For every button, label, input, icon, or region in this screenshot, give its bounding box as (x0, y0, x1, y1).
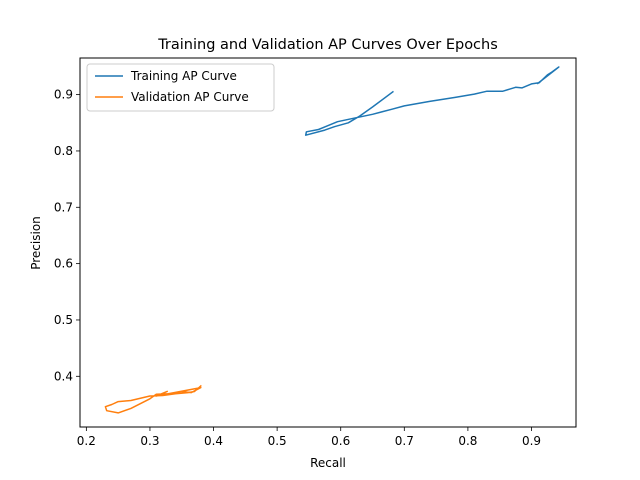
series-line-0 (304, 66, 560, 136)
legend-label-0: Training AP Curve (130, 69, 237, 83)
x-tick-label: 0.2 (77, 434, 96, 448)
x-tick-label: 0.7 (395, 434, 414, 448)
series-line-1 (104, 384, 202, 414)
x-tick-label: 0.8 (458, 434, 477, 448)
plot-lines (104, 66, 560, 414)
x-axis-label: Recall (310, 456, 346, 470)
y-axis: 0.4 0.5 0.6 0.7 0.8 0.9 (54, 88, 80, 383)
y-tick-label: 0.9 (54, 88, 73, 102)
y-tick-label: 0.8 (54, 144, 73, 158)
y-tick-label: 0.7 (54, 200, 73, 214)
y-axis-label: Precision (29, 216, 43, 270)
legend-label-1: Validation AP Curve (131, 90, 249, 104)
legend-box (86, 63, 275, 112)
x-tick-label: 0.3 (140, 434, 159, 448)
y-tick-label: 0.4 (54, 369, 73, 383)
x-axis: 0.2 0.3 0.4 0.5 0.6 0.7 0.8 0.9 (77, 427, 541, 448)
x-tick-label: 0.6 (331, 434, 350, 448)
y-tick-label: 0.6 (54, 257, 73, 271)
legend: Training AP Curve Validation AP Curve (86, 63, 275, 112)
x-tick-label: 0.4 (204, 434, 223, 448)
chart-title: Training and Validation AP Curves Over E… (157, 37, 498, 53)
x-tick-label: 0.9 (522, 434, 541, 448)
plot-frame (79, 57, 577, 428)
y-tick-label: 0.5 (54, 313, 73, 327)
x-tick-label: 0.5 (268, 434, 287, 448)
